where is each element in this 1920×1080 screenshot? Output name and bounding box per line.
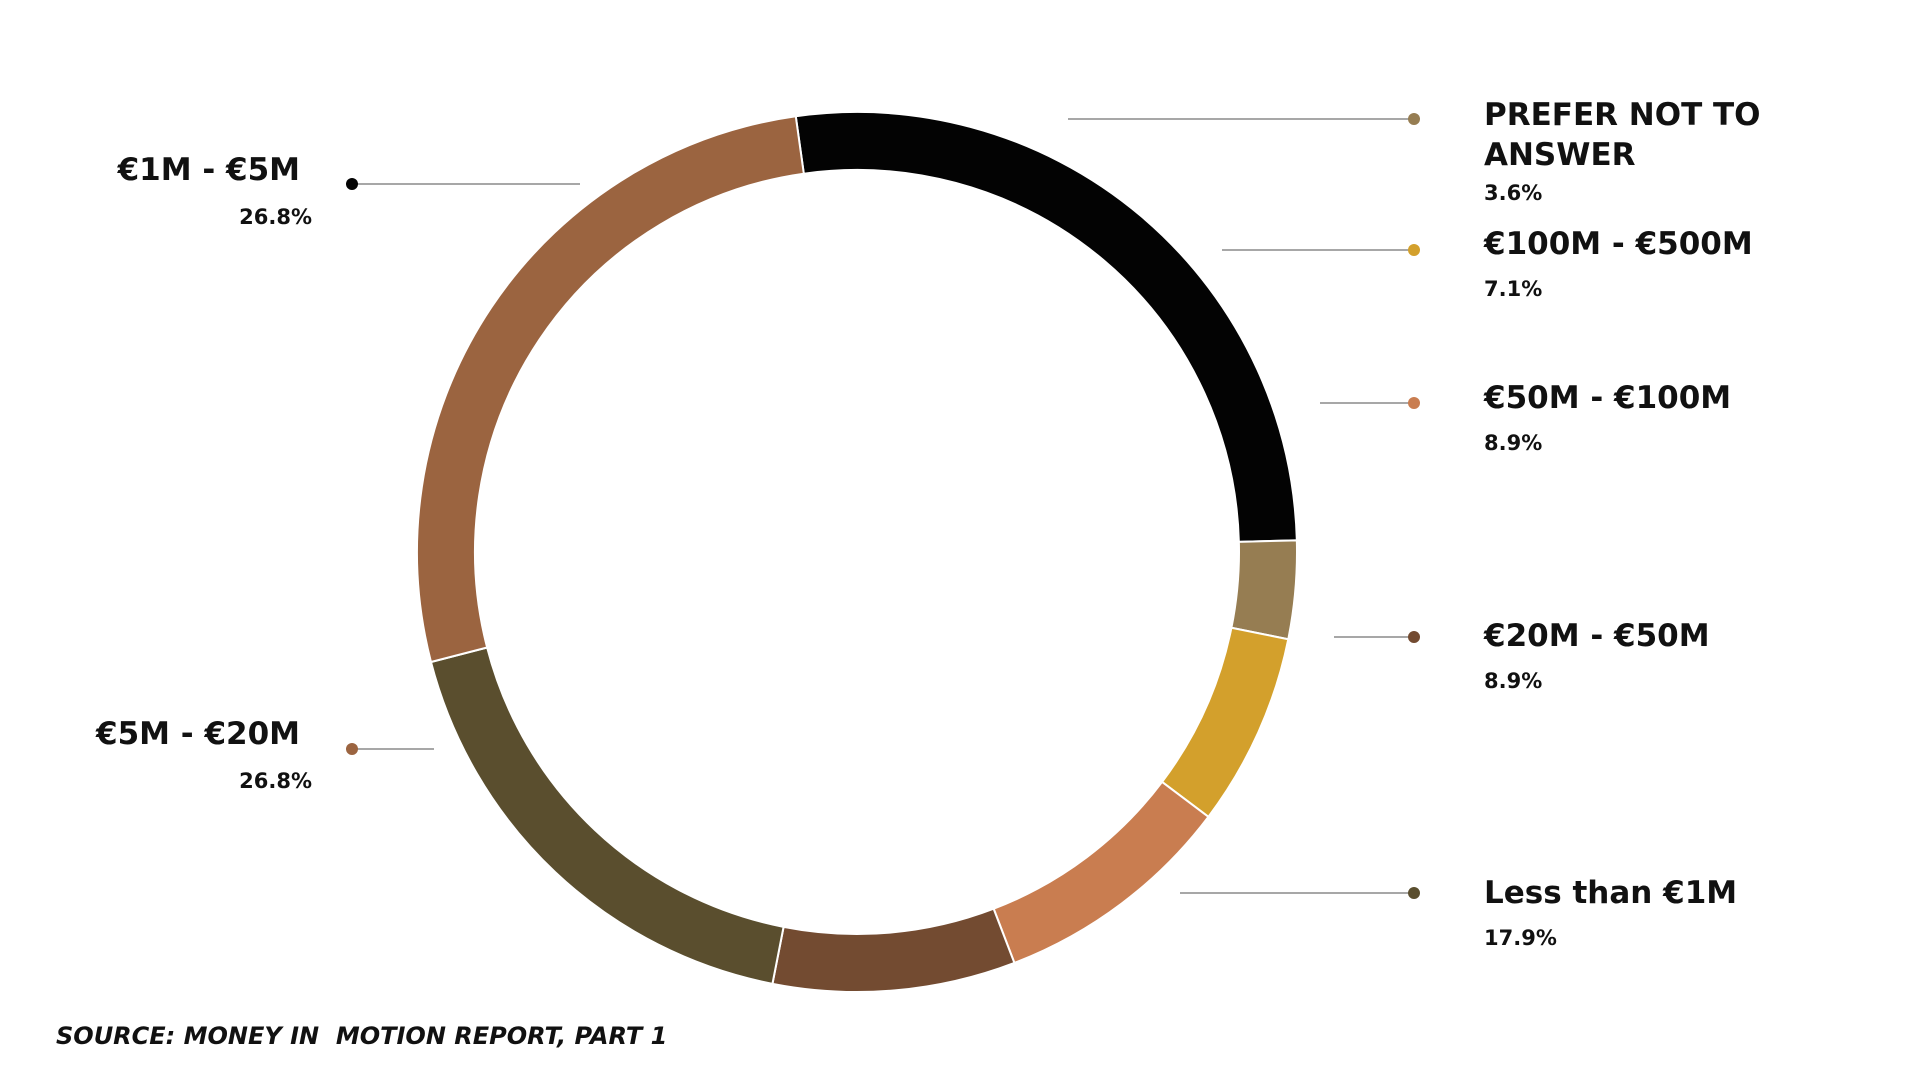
slice-less-than-1m (429, 646, 785, 985)
legend-label-100m-500m: €100M - €500M (1484, 226, 1753, 262)
donut-slices (416, 111, 1298, 993)
marker-dot-20m-50m (1408, 631, 1420, 643)
legend-percent-50m-100m: 8.9% (1484, 431, 1543, 455)
legend-label-prefer-not-to-answer: PREFER NOT TO ANSWER (1484, 97, 1761, 173)
legend-percent-5m-20m: 26.8% (239, 769, 312, 793)
source-note: SOURCE: MONEY IN MOTION REPORT, PART 1 (56, 1022, 668, 1050)
slice-prefer-not-to-answer (1230, 539, 1298, 641)
slice-50m-100m (992, 780, 1210, 965)
legend-label-50m-100m: €50M - €100M (1484, 380, 1732, 416)
marker-dot-prefer-not-to-answer (1408, 113, 1420, 125)
marker-dot-50m-100m (1408, 397, 1420, 409)
legend-label-20m-50m: €20M - €50M (1484, 618, 1710, 654)
legend-label-1m-5m: €1M - €5M (117, 152, 300, 188)
marker-dot-100m-500m (1408, 244, 1420, 256)
leader-lines (346, 113, 1420, 899)
legend-label-5m-20m: €5M - €20M (96, 716, 300, 752)
legend-percent-prefer-not-to-answer: 3.6% (1484, 181, 1543, 205)
legend-percent-20m-50m: 8.9% (1484, 669, 1543, 693)
slice-5m-20m (416, 115, 805, 664)
legend-percent-1m-5m: 26.8% (239, 205, 312, 229)
marker-dot-5m-20m (346, 743, 358, 755)
legend-percent-100m-500m: 7.1% (1484, 277, 1543, 301)
slice-1m-5m (794, 111, 1298, 543)
legend-percent-less-than-1m: 17.9% (1484, 926, 1557, 950)
marker-dot-1m-5m (346, 178, 358, 190)
slice-100m-500m (1160, 626, 1290, 819)
marker-dot-less-than-1m (1408, 887, 1420, 899)
legend-label-less-than-1m: Less than €1M (1484, 875, 1738, 911)
slice-20m-50m (771, 907, 1016, 993)
